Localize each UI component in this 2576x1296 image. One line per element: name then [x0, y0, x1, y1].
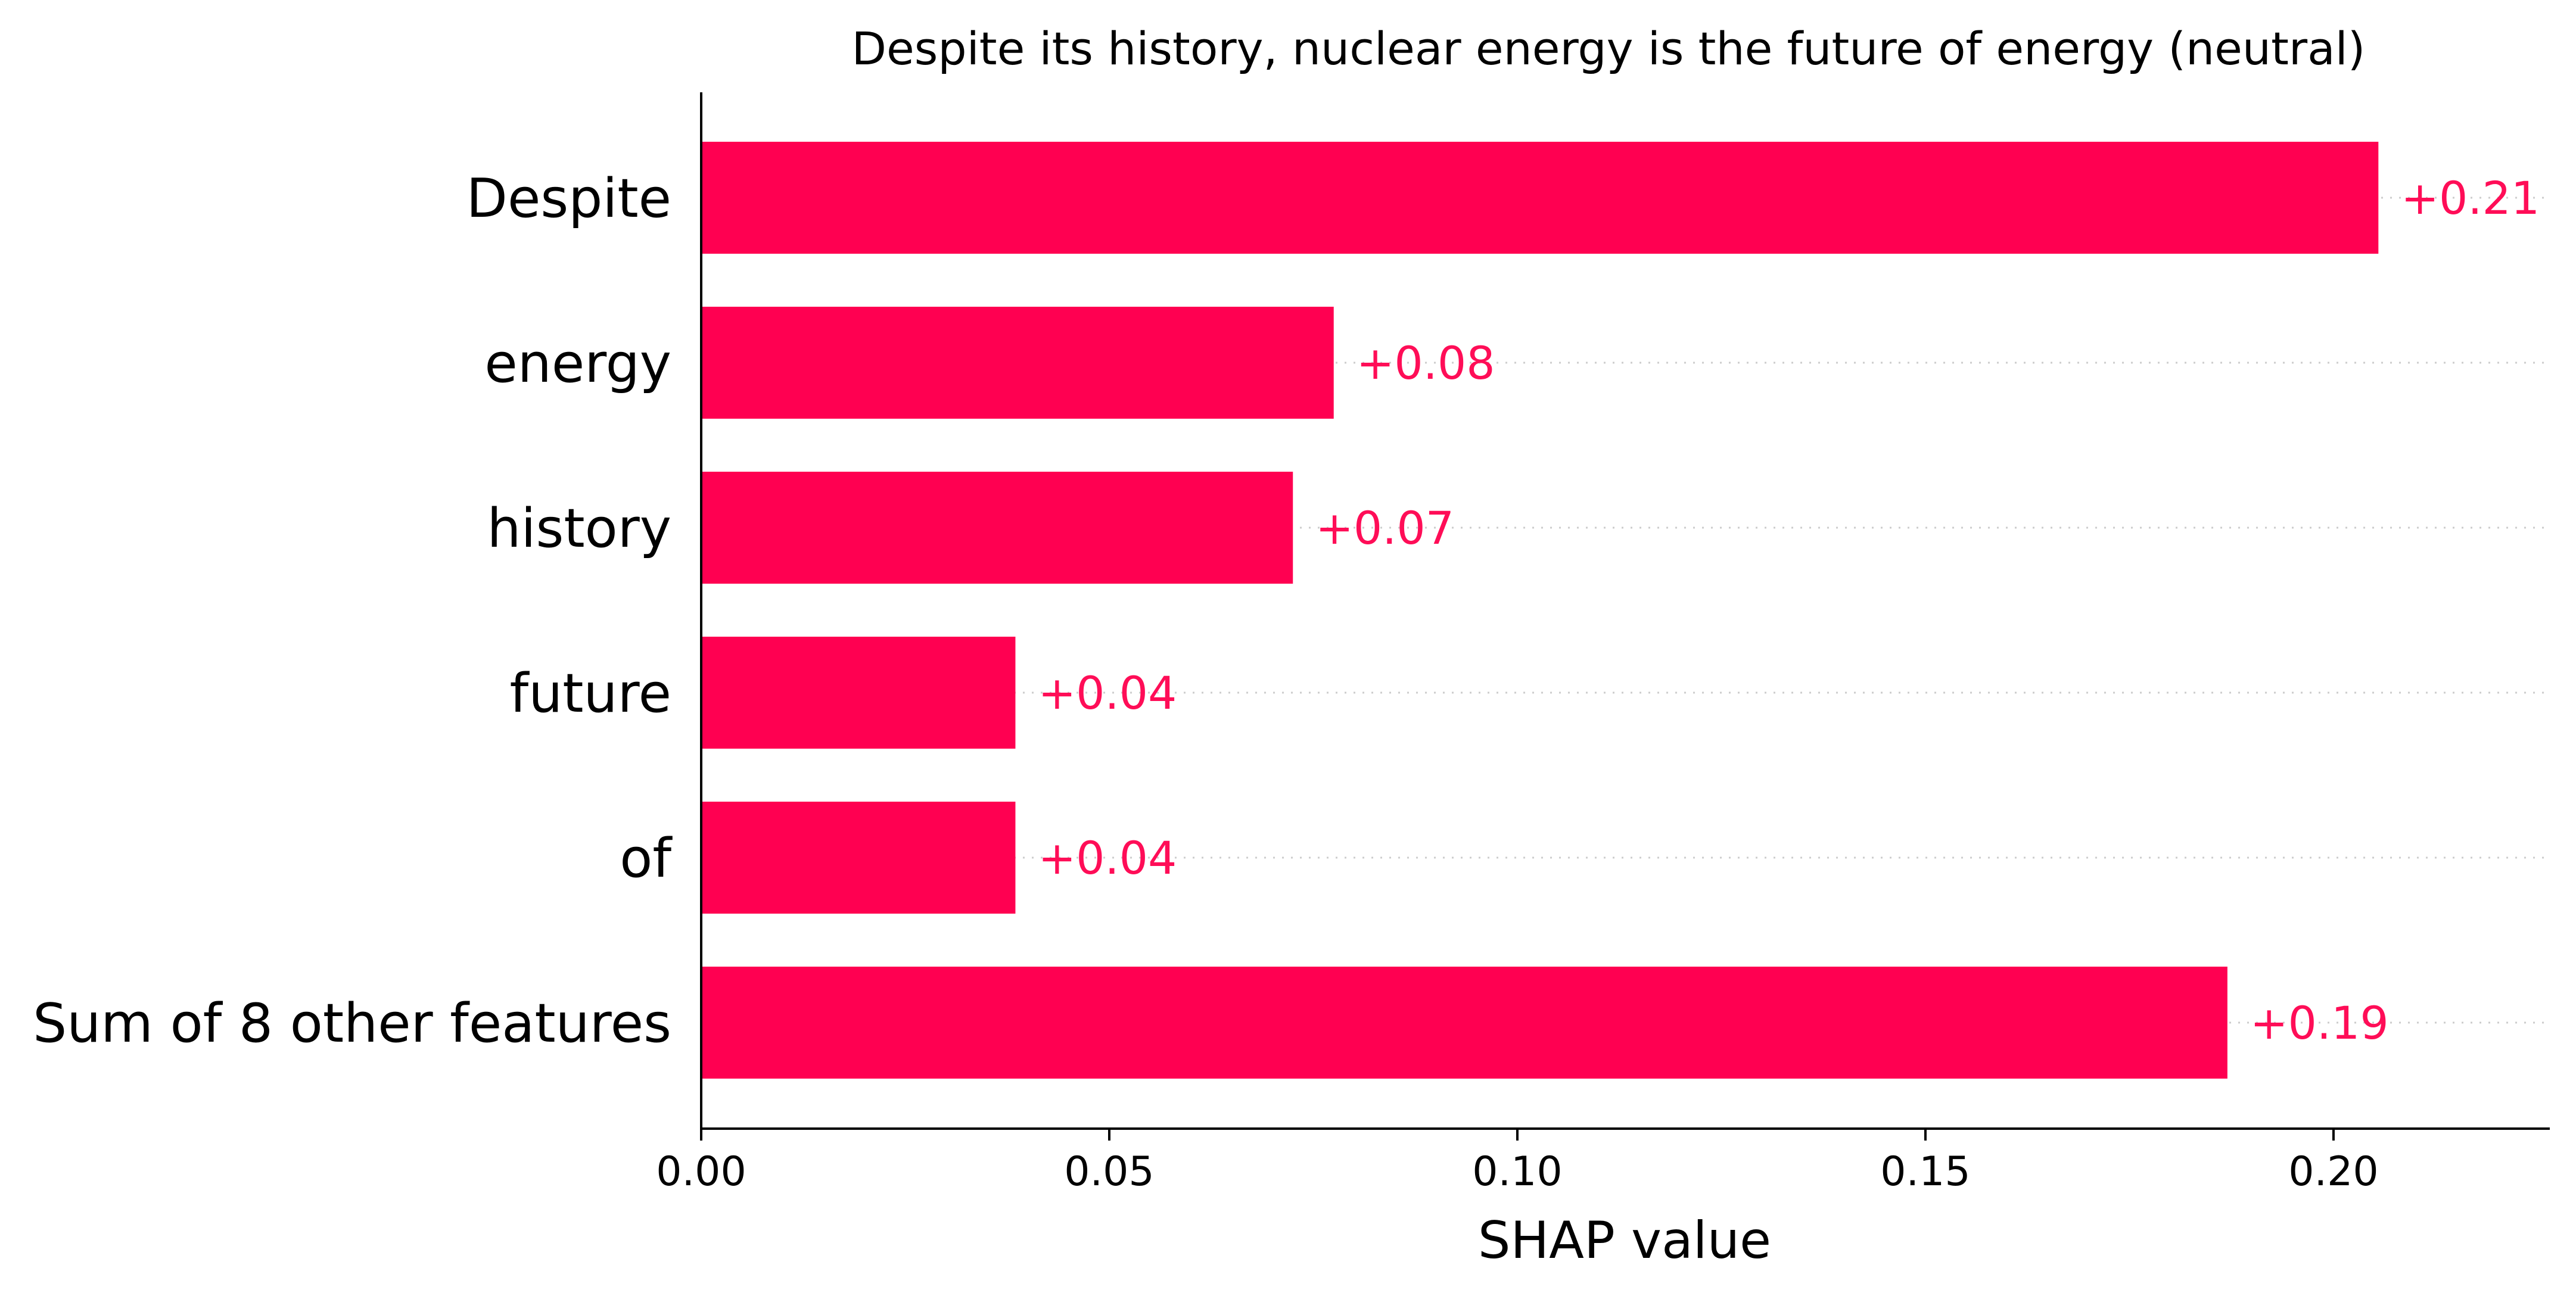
x-tick-label: 0.05	[1064, 1148, 1154, 1195]
x-tick-label: 0.20	[2288, 1148, 2378, 1195]
x-axis-ticks: 0.00 0.05 0.10 0.15 0.20	[656, 1129, 2379, 1195]
category-label: Despite	[466, 167, 671, 230]
value-labels: +0.21 +0.08 +0.07 +0.04 +0.04 +0.19	[1038, 172, 2540, 1049]
x-tick-label: 0.10	[1472, 1148, 1562, 1195]
category-label: energy	[484, 332, 671, 395]
bars	[701, 142, 2379, 1079]
chart-title: Despite its history, nuclear energy is t…	[852, 22, 2366, 75]
bar	[701, 637, 1016, 749]
category-label: Sum of 8 other features	[33, 992, 671, 1055]
bar	[701, 307, 1334, 419]
value-label: +0.08	[1357, 337, 1495, 390]
bar	[701, 802, 1016, 914]
value-label: +0.21	[2401, 172, 2540, 225]
value-label: +0.19	[2250, 996, 2389, 1049]
x-tick-label: 0.15	[1880, 1148, 1970, 1195]
category-label: future	[510, 662, 671, 725]
bar	[701, 472, 1293, 584]
value-label: +0.04	[1038, 831, 1177, 884]
category-labels: Despite energy history future of Sum of 8 oth…	[33, 167, 673, 1055]
category-label: history	[487, 497, 671, 560]
bar	[701, 142, 2379, 254]
bar	[701, 967, 2227, 1079]
category-label: of	[620, 827, 673, 890]
x-axis-title: SHAP value	[1478, 1211, 1771, 1270]
x-tick-label: 0.00	[656, 1148, 746, 1195]
value-label: +0.04	[1038, 666, 1177, 719]
value-label: +0.07	[1315, 501, 1454, 554]
